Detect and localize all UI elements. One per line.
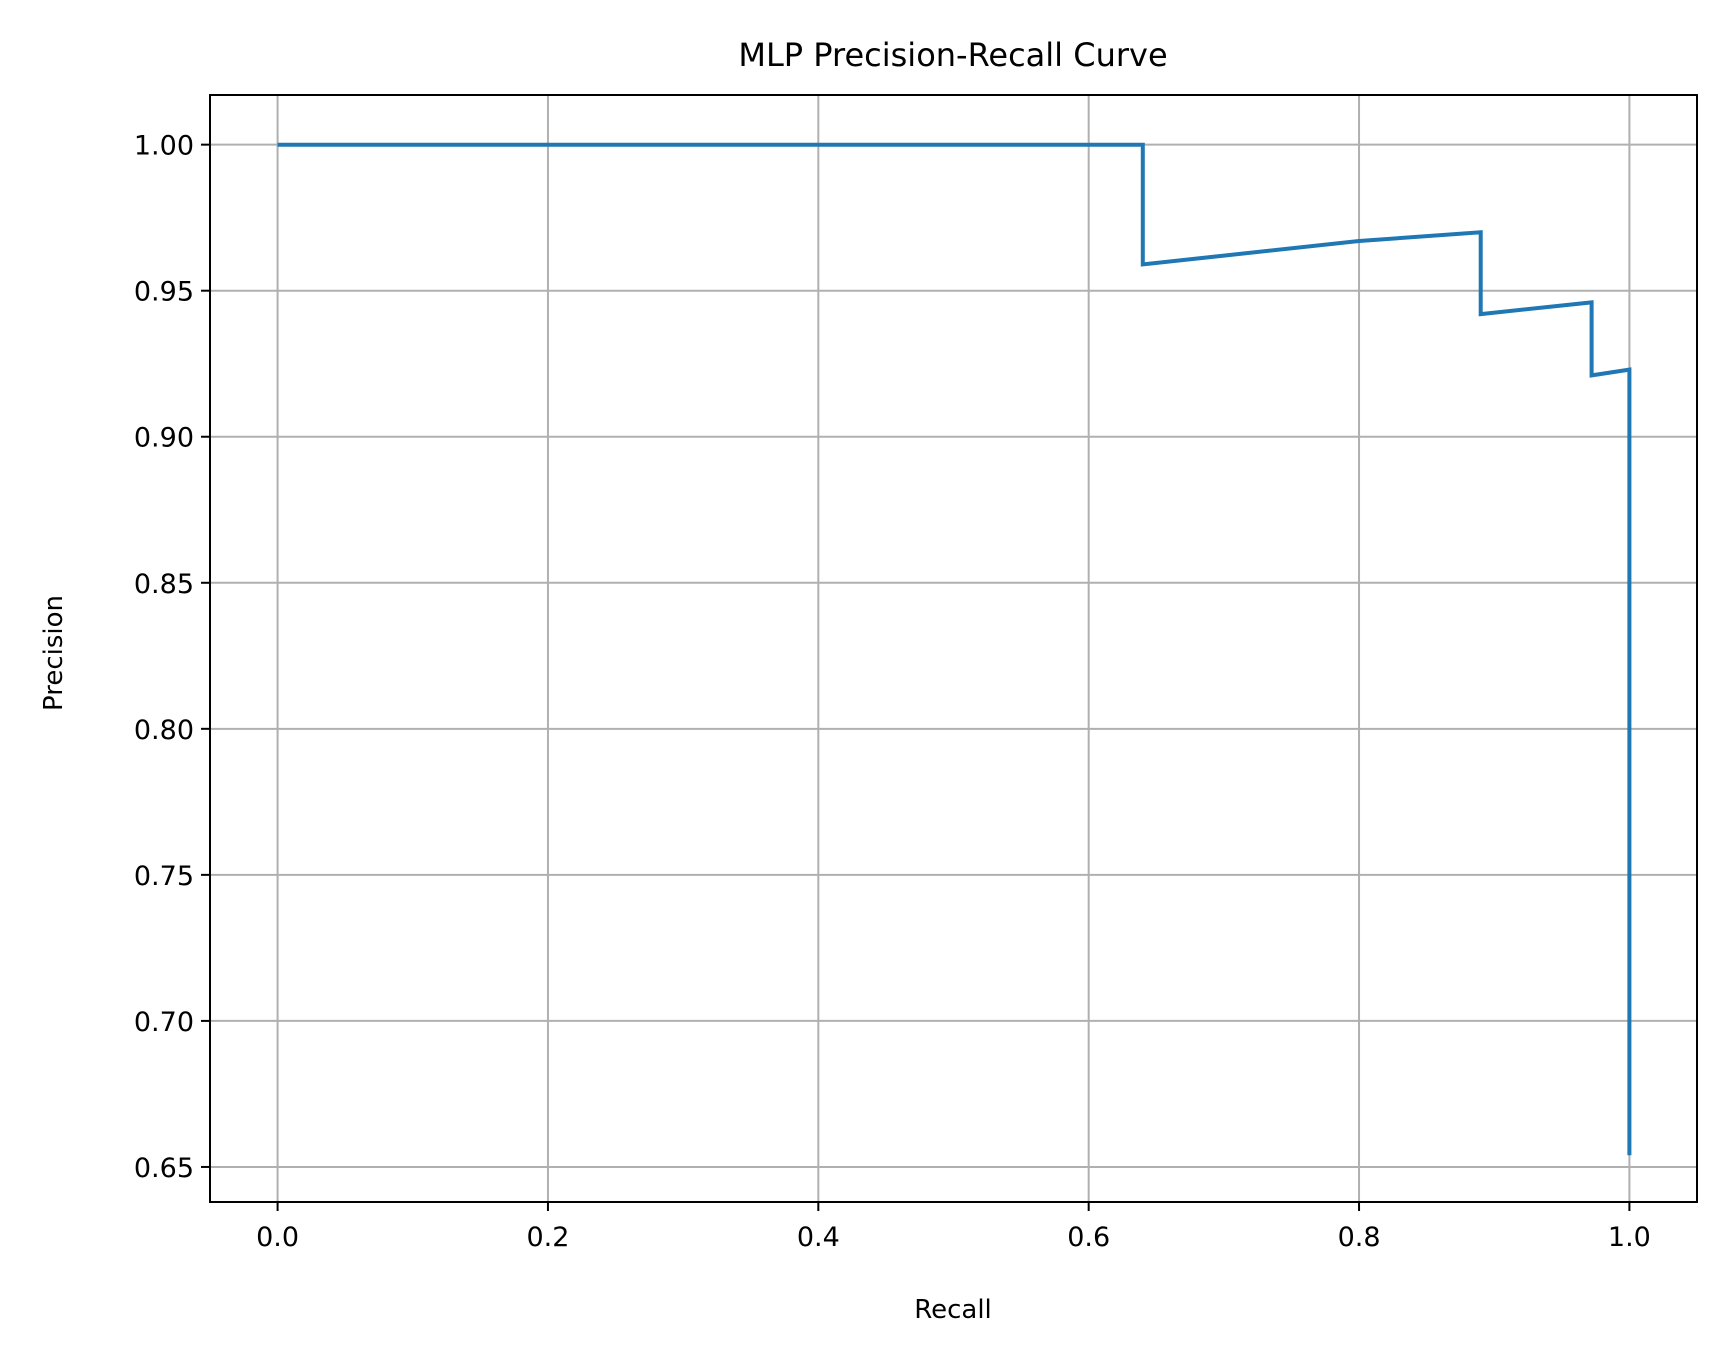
tick-layer: 0.0 0.2 0.4 0.6 0.8 1.0 0.65 0.70 0.75 0.80 0.85 0.… (134, 131, 1651, 1253)
x-tick-label: 0.6 (1067, 1222, 1110, 1253)
y-tick-label: 0.85 (134, 569, 194, 600)
x-tick-label: 0.2 (526, 1222, 569, 1253)
y-tick-label: 1.00 (134, 131, 194, 162)
x-tick-label: 0.4 (797, 1222, 840, 1253)
series-layer (277, 142, 1632, 1156)
x-tick-label: 1.0 (1608, 1222, 1651, 1253)
y-axis-label: Precision (39, 595, 69, 711)
y-tick-label: 0.75 (134, 861, 194, 892)
x-tick-label: 0.0 (256, 1222, 299, 1253)
pr-curve-line (277, 142, 1632, 1156)
y-tick-label: 0.80 (134, 715, 194, 746)
plot-frame (209, 94, 1698, 1203)
y-tick-label: 0.90 (134, 423, 194, 454)
y-tick-label: 0.95 (134, 277, 194, 308)
x-tick-label: 0.8 (1338, 1222, 1381, 1253)
chart-title: MLP Precision-Recall Curve (738, 36, 1167, 74)
y-tick-label: 0.70 (134, 1007, 194, 1038)
y-tick-label: 0.65 (134, 1153, 194, 1184)
x-axis-label: Recall (914, 1295, 992, 1325)
